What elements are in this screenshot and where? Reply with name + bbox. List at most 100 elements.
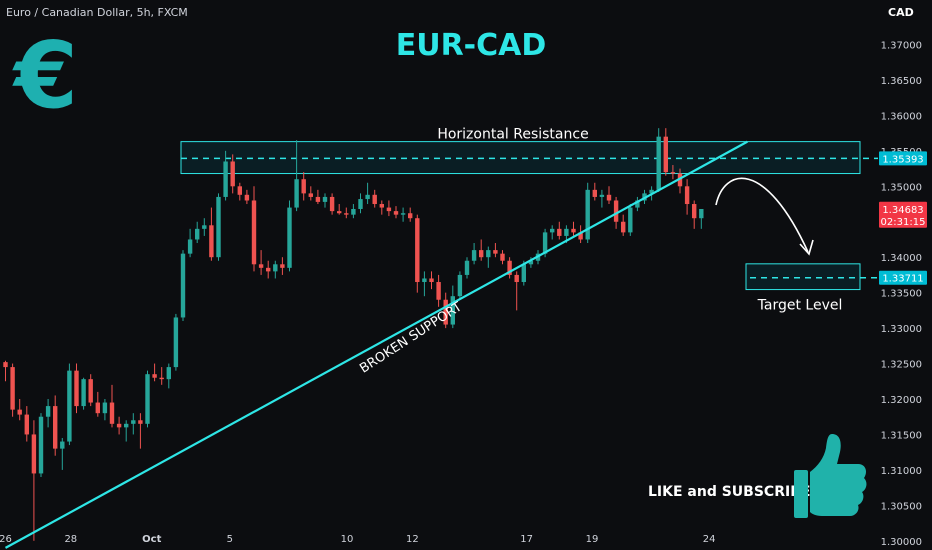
candle-body: [195, 228, 200, 240]
candle-body: [479, 250, 484, 258]
candle-body: [266, 267, 271, 272]
candle-body: [17, 409, 22, 415]
candle-body: [223, 161, 228, 197]
candle-body: [294, 179, 299, 208]
candle-body: [273, 264, 278, 272]
target-label: Target Level: [757, 298, 843, 314]
projection-arrowhead: [799, 239, 814, 256]
candle-body: [53, 406, 58, 449]
candle-body: [116, 423, 122, 428]
current-price-tag-bg: [879, 201, 927, 228]
candle-body: [337, 211, 342, 214]
candle-body: [649, 189, 654, 194]
resistance-price-tag: 1.35393: [882, 154, 923, 165]
y-axis-tick-label: 1.36500: [881, 76, 922, 87]
candle-body: [315, 196, 321, 202]
candle-body: [393, 211, 399, 215]
candle-body: [237, 186, 242, 195]
candle-body: [202, 225, 207, 229]
candle-body: [550, 228, 555, 233]
candle-body: [138, 420, 143, 424]
candle-body: [436, 282, 441, 300]
candle-body: [699, 208, 704, 219]
candle-body: [571, 228, 576, 233]
y-axis-tick-label: 1.31500: [881, 430, 922, 441]
axis-currency-label: CAD: [888, 6, 914, 19]
candle-body: [74, 370, 79, 407]
candle-body: [684, 186, 690, 205]
candle-body: [24, 414, 29, 435]
target-price-tag: 1.33711: [882, 274, 923, 285]
candle-body: [471, 250, 477, 261]
cta-text: LIKE and SUBSCRIBE: [648, 484, 810, 500]
candle-body: [180, 253, 186, 318]
candle-body: [443, 299, 448, 325]
candle-body: [408, 213, 413, 219]
x-axis-tick-label: 10: [341, 534, 354, 545]
euro-sign-icon: €: [14, 22, 79, 129]
candle-body: [521, 264, 526, 283]
x-axis-tick-label: 12: [406, 534, 419, 545]
candle-body: [287, 207, 292, 268]
candle-body: [216, 196, 221, 258]
candle-body: [166, 367, 171, 380]
candle-body: [209, 225, 214, 258]
candle-body: [3, 362, 8, 368]
candle-body: [692, 204, 697, 219]
candle-body: [592, 189, 597, 197]
y-axis-tick-label: 1.32500: [881, 360, 922, 371]
candle-body: [173, 317, 179, 368]
target-price-tag-bg: [879, 270, 927, 285]
candle-body: [351, 208, 356, 215]
x-axis-tick-label: 5: [227, 534, 233, 545]
candle-body: [564, 228, 569, 236]
current-price-tag: 1.34683: [882, 205, 923, 216]
candle-body: [102, 402, 108, 414]
y-axis-tick-label: 1.34000: [881, 253, 922, 264]
candle-body: [67, 370, 72, 442]
candle-body: [81, 379, 86, 407]
x-axis-tick-label: 17: [520, 534, 533, 545]
candle-body: [415, 218, 420, 283]
candle-body: [379, 204, 384, 208]
candle-body: [400, 213, 406, 215]
candle-body: [244, 194, 250, 201]
y-axis-tick-label: 1.32000: [881, 395, 922, 406]
x-axis-tick-label: Oct: [142, 534, 161, 545]
y-axis-tick-label: 1.30000: [881, 537, 922, 548]
candle-body: [500, 253, 505, 261]
candle-body: [606, 194, 612, 201]
broken-support-line: [4, 140, 748, 549]
thumbs-up-icon: [794, 434, 867, 518]
candle-body: [507, 260, 512, 275]
symbol-description[interactable]: Euro / Canadian Dollar, 5h, FXCM: [6, 6, 188, 19]
candle-body: [159, 377, 164, 380]
candle-body: [486, 250, 491, 258]
candle-body: [308, 193, 313, 197]
candle-body: [131, 420, 136, 424]
x-axis-tick-label: 28: [64, 534, 77, 545]
candle-body: [621, 221, 626, 233]
candle-body: [187, 239, 193, 254]
x-axis-tick-label: 26: [0, 534, 12, 545]
candle-body: [528, 260, 534, 265]
candle-body: [10, 367, 15, 410]
y-axis-tick-label: 1.30500: [881, 501, 922, 512]
candle-body: [542, 232, 548, 254]
candle-body: [670, 172, 676, 174]
candle-body: [514, 274, 519, 283]
resistance-label: Horizontal Resistance: [437, 127, 588, 143]
candle-body: [635, 200, 640, 208]
candle-body: [358, 199, 363, 209]
candle-body: [280, 264, 285, 268]
target-zone: [745, 263, 861, 291]
x-axis-tick-label: 24: [703, 534, 716, 545]
candle-body: [457, 274, 463, 297]
candle-body: [578, 232, 583, 240]
candle-body: [230, 161, 235, 187]
y-axis-tick-label: 1.35000: [881, 182, 922, 193]
candle-body: [585, 189, 590, 240]
resistance-price-tag-bg: [879, 151, 927, 166]
